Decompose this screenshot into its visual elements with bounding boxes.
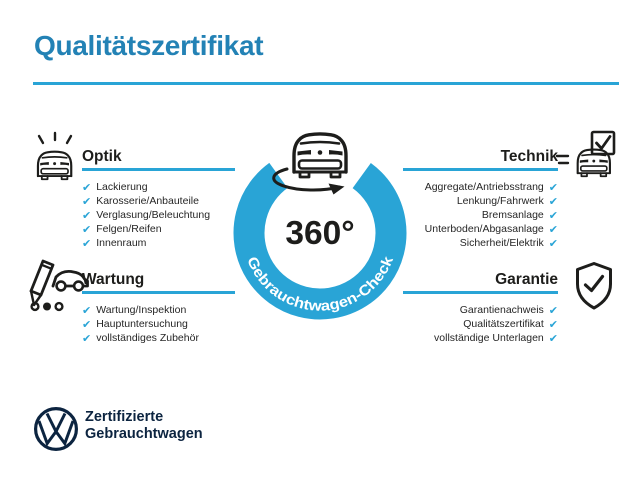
list-item: Qualitätszertifikat ✔ bbox=[434, 317, 558, 331]
garantie-item-list: Garantienachweis ✔ Qualitätszertifikat ✔ v… bbox=[434, 303, 558, 345]
technik-item-list: Aggregate/Antriebsstrang ✔ Lenkung/Fahrwe… bbox=[425, 180, 558, 250]
item-label: Bremsanlage bbox=[481, 209, 544, 221]
list-item: ✔ Karosserie/Anbauteile bbox=[82, 194, 210, 208]
list-item: Lenkung/Fahrwerk ✔ bbox=[425, 194, 558, 208]
optik-item-list: ✔ Lackierung ✔ Karosserie/Anbauteile ✔ Verg… bbox=[82, 180, 210, 250]
item-label: Hauptuntersuchung bbox=[96, 318, 188, 330]
list-item: ✔ Wartung/Inspektion bbox=[82, 303, 199, 317]
check-icon: ✔ bbox=[82, 222, 92, 236]
pencil-car-icon bbox=[29, 259, 89, 312]
list-item: vollständige Unterlagen ✔ bbox=[434, 331, 558, 345]
list-item: ✔ vollständiges Zubehör bbox=[82, 331, 199, 345]
item-label: Sicherheit/Elektrik bbox=[459, 237, 544, 249]
check-icon: ✔ bbox=[548, 208, 558, 222]
wartung-item-list: ✔ Wartung/Inspektion ✔ Hauptuntersuchung ✔… bbox=[82, 303, 199, 345]
brand-text: Zertifizierte Gebrauchtwagen bbox=[85, 409, 203, 443]
item-label: Wartung/Inspektion bbox=[96, 304, 187, 316]
check-icon: ✔ bbox=[548, 180, 558, 194]
section-title-garantie: Garantie bbox=[495, 271, 558, 288]
list-item: Bremsanlage ✔ bbox=[425, 208, 558, 222]
section-underline-wartung bbox=[82, 291, 235, 294]
section-underline-optik bbox=[82, 168, 235, 171]
check-icon: ✔ bbox=[548, 331, 558, 345]
section-title-optik: Optik bbox=[82, 148, 122, 165]
list-item: Sicherheit/Elektrik ✔ bbox=[425, 236, 558, 250]
check-icon: ✔ bbox=[82, 194, 92, 208]
check-icon: ✔ bbox=[548, 236, 558, 250]
check-icon: ✔ bbox=[82, 208, 92, 222]
item-label: Qualitätszertifikat bbox=[463, 318, 544, 330]
list-item: Unterboden/Abgasanlage ✔ bbox=[425, 222, 558, 236]
check-icon: ✔ bbox=[82, 331, 92, 345]
section-underline-garantie bbox=[403, 291, 558, 294]
brand-line-1: Zertifizierte bbox=[85, 409, 164, 425]
list-item: ✔ Felgen/Reifen bbox=[82, 222, 210, 236]
list-item: ✔ Verglasung/Beleuchtung bbox=[82, 208, 210, 222]
check-icon: ✔ bbox=[548, 194, 558, 208]
item-label: vollständige Unterlagen bbox=[434, 332, 544, 344]
car-checklist-icon bbox=[555, 130, 616, 178]
list-item: Aggregate/Antriebsstrang ✔ bbox=[425, 180, 558, 194]
item-label: Felgen/Reifen bbox=[96, 223, 162, 235]
item-label: Garantienachweis bbox=[459, 304, 544, 316]
page-title: Qualitätszertifikat bbox=[34, 30, 264, 61]
item-label: vollständiges Zubehör bbox=[96, 332, 199, 344]
item-label: Karosserie/Anbauteile bbox=[96, 195, 199, 207]
hub-360-badge: Gebrauchtwagen-Check 360° bbox=[233, 132, 407, 320]
item-label: Aggregate/Antriebsstrang bbox=[424, 181, 544, 193]
car-rotation-icon bbox=[272, 132, 348, 195]
list-item: ✔ Hauptuntersuchung bbox=[82, 317, 199, 331]
item-label: Lenkung/Fahrwerk bbox=[456, 195, 544, 207]
item-label: Unterboden/Abgasanlage bbox=[424, 223, 544, 235]
list-item: ✔ Innenraum bbox=[82, 236, 210, 250]
list-item: ✔ Lackierung bbox=[82, 180, 210, 194]
check-icon: ✔ bbox=[82, 317, 92, 331]
shield-check-icon bbox=[576, 262, 612, 310]
brand-line-2: Gebrauchtwagen bbox=[85, 426, 203, 442]
item-label: Innenraum bbox=[96, 237, 147, 249]
section-title-wartung: Wartung bbox=[82, 271, 145, 288]
title-underline bbox=[33, 82, 619, 85]
section-underline-technik bbox=[403, 168, 558, 171]
section-title-technik: Technik bbox=[500, 148, 558, 165]
check-icon: ✔ bbox=[82, 303, 92, 317]
check-icon: ✔ bbox=[82, 236, 92, 250]
check-icon: ✔ bbox=[548, 303, 558, 317]
check-icon: ✔ bbox=[548, 317, 558, 331]
vw-logo bbox=[34, 407, 78, 451]
car-front-shine-icon bbox=[36, 131, 73, 181]
list-item: Garantienachweis ✔ bbox=[434, 303, 558, 317]
item-label: Lackierung bbox=[96, 181, 148, 193]
item-label: Verglasung/Beleuchtung bbox=[96, 209, 211, 221]
degree-label: 360° bbox=[285, 215, 354, 252]
check-icon: ✔ bbox=[82, 180, 92, 194]
check-icon: ✔ bbox=[548, 222, 558, 236]
hub-ring bbox=[233, 146, 407, 320]
